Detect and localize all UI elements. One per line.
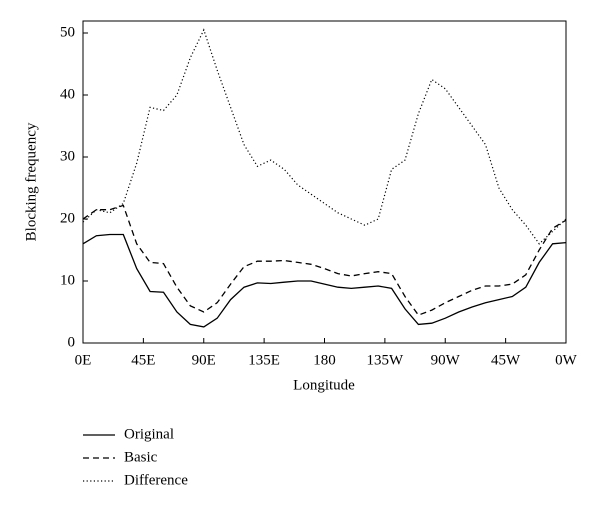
x-tick-label: 45W bbox=[491, 352, 521, 368]
y-tick-label: 10 bbox=[60, 272, 75, 288]
x-tick-label: 135E bbox=[248, 352, 280, 368]
y-tick-label: 0 bbox=[68, 334, 76, 350]
plot-frame bbox=[82, 20, 567, 344]
line-series bbox=[82, 233, 567, 328]
x-tick-label: 135W bbox=[367, 352, 405, 368]
y-tick-label: 20 bbox=[60, 210, 75, 226]
y-tick-label: 40 bbox=[60, 86, 75, 102]
x-tick-label: 0W bbox=[555, 352, 578, 368]
legend-label: Original bbox=[124, 426, 174, 442]
line-series bbox=[82, 204, 567, 316]
y-tick-label: 30 bbox=[60, 148, 75, 164]
x-axis-label: Longitude bbox=[293, 377, 355, 393]
x-tick-label: 0E bbox=[75, 352, 92, 368]
x-tick-label: 90E bbox=[192, 352, 216, 368]
y-axis-label: Blocking frequency bbox=[23, 122, 39, 241]
x-tick-label: 90W bbox=[431, 352, 461, 368]
x-tick-label: 45E bbox=[131, 352, 155, 368]
x-tick-label: 180 bbox=[313, 352, 336, 368]
legend-label: Difference bbox=[124, 472, 188, 488]
legend-label: Basic bbox=[124, 449, 158, 465]
line-series bbox=[82, 28, 567, 245]
y-tick-label: 50 bbox=[60, 24, 75, 40]
